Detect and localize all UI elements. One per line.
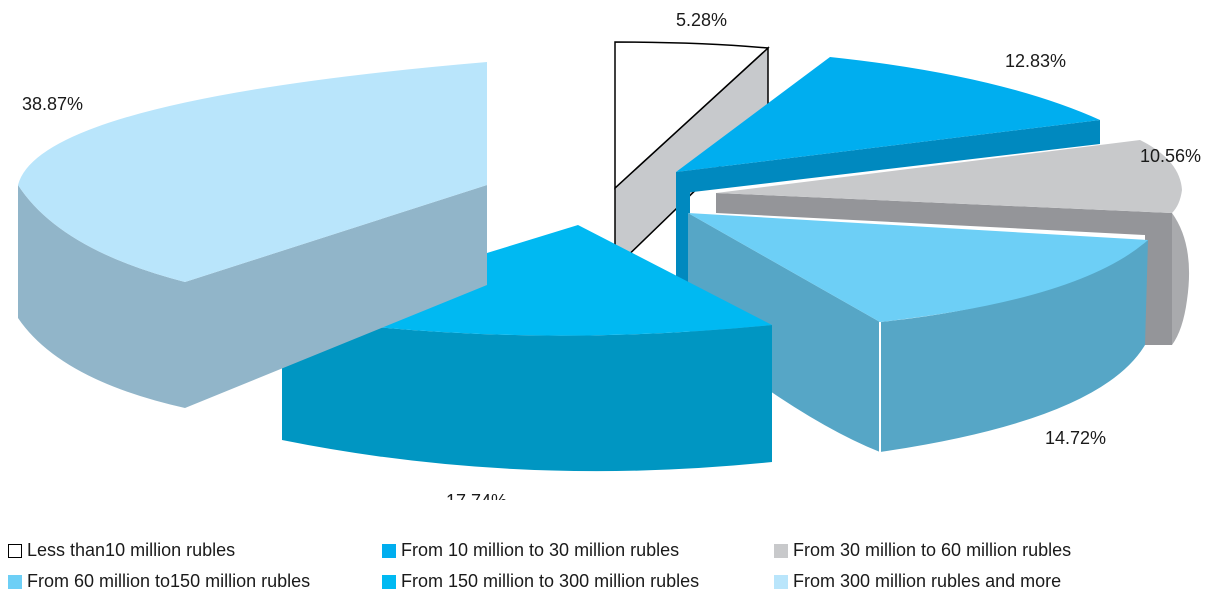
slice-60-to-150-million: [688, 213, 1148, 452]
slice-less-than-10-million: [614, 41, 770, 270]
legend-swatch: [382, 574, 396, 589]
slice-60-to-150-million-side-front: [880, 240, 1148, 452]
slice-10-to-30-million-top: [676, 57, 1100, 172]
slice-150-to-300-million-side: [282, 316, 772, 472]
legend-label: From 150 million to 300 million rubles: [401, 571, 700, 591]
legend-swatch: [8, 543, 22, 558]
legend-item-300-million-and-more: From 300 million rubles and more: [774, 571, 1214, 592]
slice-30-to-60-million-top: [716, 140, 1182, 213]
legend-swatch: [774, 574, 788, 589]
slice-30-to-60-million: [716, 140, 1190, 345]
slice-60-to-150-million-side: [688, 213, 880, 452]
legend-label: From 300 million rubles and more: [793, 571, 1062, 591]
label-38-87: 38.87%: [22, 94, 83, 114]
legend-item-150-to-300-million: From 150 million to 300 million rubles: [382, 571, 774, 592]
legend-item-less-than-10-million: Less than10 million rubles: [8, 540, 382, 561]
label-12-83: 12.83%: [1005, 51, 1066, 71]
label-14-72: 14.72%: [1045, 428, 1106, 448]
legend-swatch: [774, 543, 788, 558]
label-5-28: 5.28%: [676, 10, 727, 30]
slice-30-to-60-million-side-right: [1172, 213, 1190, 345]
slice-300-million-and-more: [18, 62, 487, 408]
slice-30-to-60-million-side-front: [716, 193, 1172, 345]
slice-10-to-30-million-side-left: [676, 172, 690, 282]
pie-chart: 5.28% 12.83% 10.56% 14.72% 17.74% 38.87%: [18, 10, 1201, 500]
slice-60-to-150-million-top: [688, 213, 1148, 322]
legend-swatch: [8, 574, 22, 589]
legend-label: From 10 million to 30 million rubles: [401, 540, 680, 560]
legend-item-60-to-150-million: From 60 million to150 million rubles: [8, 571, 382, 592]
legend-item-10-to-30-million: From 10 million to 30 million rubles: [382, 540, 774, 561]
legend-label: Less than10 million rubles: [27, 540, 236, 560]
label-17-74: 17.74%: [446, 491, 507, 500]
label-10-56: 10.56%: [1140, 146, 1201, 166]
legend-label: From 60 million to150 million rubles: [27, 571, 311, 591]
legend-label: From 30 million to 60 million rubles: [793, 540, 1072, 560]
chart-legend: Less than10 million rubles From 10 milli…: [8, 540, 1218, 592]
slice-10-to-30-million-side-right: [676, 120, 1100, 194]
slice-less-than-10-million-top: [614, 41, 770, 190]
legend-swatch: [382, 543, 396, 558]
slice-300-million-and-more-side: [18, 185, 487, 408]
slice-300-million-and-more-top: [18, 62, 487, 282]
slice-10-to-30-million: [676, 57, 1100, 282]
legend-item-30-to-60-million: From 30 million to 60 million rubles: [774, 540, 1214, 561]
